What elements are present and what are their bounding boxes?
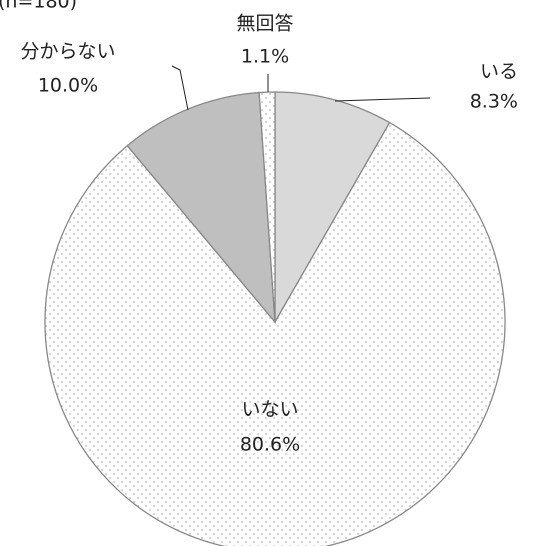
leader-line	[171, 65, 189, 111]
slice-value-label: 8.3%	[470, 91, 518, 113]
pie-slice	[44, 121, 506, 546]
pie-slice	[258, 91, 276, 323]
slice-value-label: 10.0%	[38, 75, 98, 97]
slice-label: 無回答	[236, 13, 293, 35]
slice-label: いない	[241, 399, 298, 421]
slice-label: 分からない	[20, 41, 115, 63]
leader-line	[334, 97, 431, 102]
pie-slice	[126, 91, 276, 324]
pie-slice	[274, 91, 391, 325]
slice-value-label: 1.1%	[241, 46, 289, 68]
subtitle: (n=180)	[0, 0, 77, 13]
slice-label: いる	[480, 61, 518, 83]
slice-value-label: 80.6%	[240, 434, 300, 456]
